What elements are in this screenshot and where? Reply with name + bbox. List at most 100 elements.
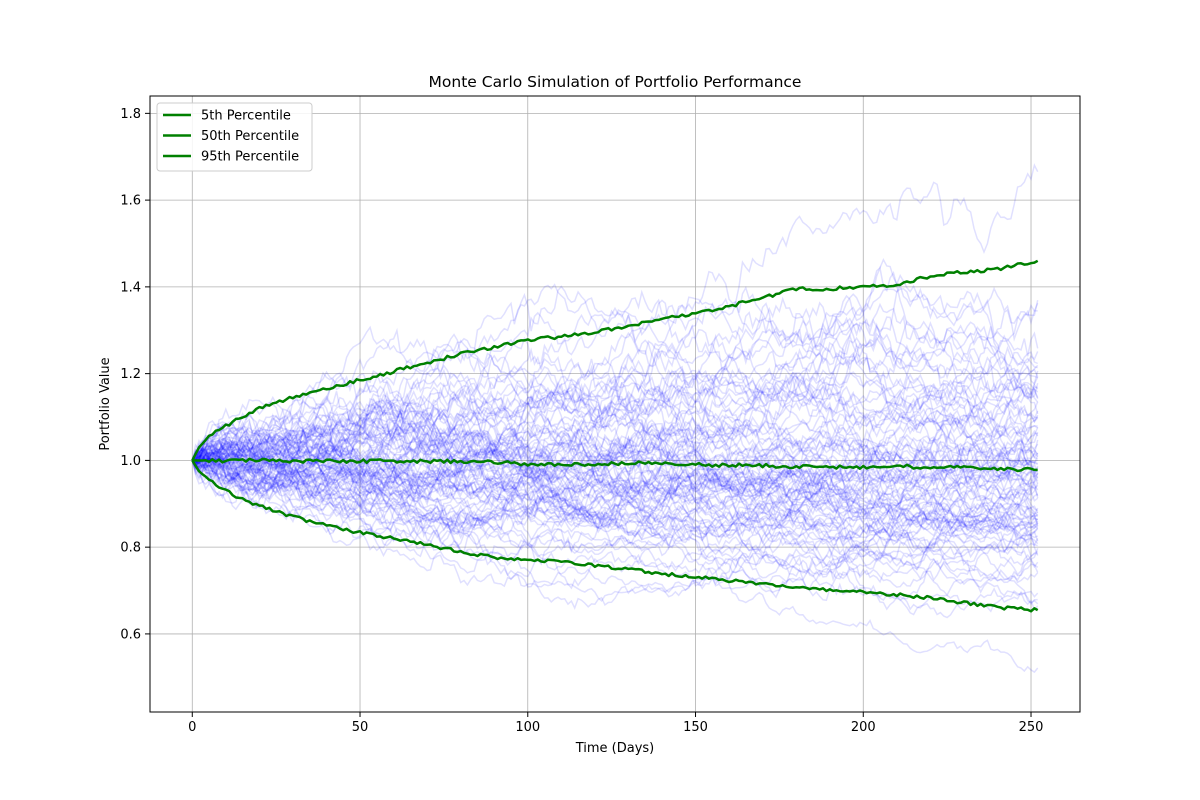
simulation-path	[191, 391, 1039, 486]
legend-box	[156, 102, 313, 172]
y-axis-label: Portfolio Value	[98, 357, 113, 450]
simulation-path	[191, 432, 1038, 532]
x-tick-label: 50	[352, 720, 369, 735]
simulation-path	[191, 373, 1038, 530]
simulation-path	[191, 367, 1039, 505]
simulation-path	[191, 425, 1038, 503]
simulation-path	[191, 448, 1039, 579]
simulation-path	[191, 439, 1039, 529]
simulation-path	[191, 421, 1039, 520]
y-tick-label: 0.8	[120, 541, 141, 556]
x-tick-label: 150	[683, 720, 708, 735]
chart-title: Monte Carlo Simulation of Portfolio Perf…	[429, 73, 802, 91]
simulation-path	[191, 397, 1039, 500]
simulation-path	[191, 436, 1039, 540]
y-tick-label: 1.2	[120, 367, 141, 382]
x-axis-label: Time (Days)	[575, 741, 655, 756]
simulation-path	[191, 438, 1039, 589]
simulation-path	[192, 299, 1039, 481]
ticks: 0 50 100 150 200 250 0.6 0.8 1.0 1.2 1.4 1.6 1.8	[120, 107, 1043, 735]
simulation-path	[191, 460, 1039, 549]
simulation-path	[192, 286, 1039, 463]
simulation-path	[191, 448, 1038, 533]
simulation-path	[192, 394, 1039, 502]
simulation-path	[192, 348, 1039, 545]
simulation-path	[191, 427, 1039, 542]
legend-label: 50th Percentile	[201, 129, 299, 144]
y-tick-label: 1.8	[120, 107, 141, 122]
x-tick-label: 0	[188, 720, 196, 735]
simulation-path	[192, 448, 1039, 546]
simulation-path	[191, 303, 1038, 464]
series-line-50th-percentile	[192, 457, 1038, 473]
simulation-path	[191, 395, 1039, 474]
simulation-path	[191, 448, 1039, 551]
simulation-path	[191, 393, 1039, 536]
simulation-path	[191, 460, 1039, 619]
simulation-path	[192, 438, 1039, 550]
plot-frame	[149, 95, 1081, 713]
simulation-path	[191, 360, 1039, 493]
simulation-path	[191, 458, 1039, 610]
simulation-path	[191, 398, 1038, 521]
x-tick-label: 200	[851, 720, 876, 735]
simulation-path	[191, 373, 1038, 496]
simulation-path	[191, 444, 1039, 574]
simulation-path	[191, 300, 1039, 500]
simulation-path	[191, 418, 1039, 507]
simulation-path	[192, 383, 1039, 533]
simulation-path	[192, 331, 1039, 474]
simulation-path	[191, 415, 1039, 576]
x-tick-label: 100	[515, 720, 540, 735]
simulation-path	[191, 371, 1039, 493]
simulation-path	[191, 409, 1039, 564]
simulation-path	[192, 413, 1039, 552]
simulation-path	[191, 301, 1038, 468]
simulation-path	[191, 438, 1039, 515]
simulation-path	[191, 408, 1039, 512]
simulation-path	[191, 372, 1038, 483]
simulation-path	[191, 425, 1039, 541]
x-tick-label: 250	[1019, 720, 1044, 735]
simulation-path	[192, 163, 1039, 462]
simulation-path	[191, 455, 1038, 563]
simulation-path	[191, 432, 1039, 513]
simulation-path	[191, 283, 1039, 480]
simulation-path	[191, 452, 1038, 579]
simulation-paths	[191, 163, 1039, 674]
simulation-path	[191, 426, 1039, 584]
simulation-path	[191, 455, 1039, 550]
simulation-path	[191, 438, 1038, 562]
legend-label: 5th Percentile	[201, 109, 291, 124]
y-tick-label: 1.0	[120, 454, 141, 469]
simulation-path	[191, 378, 1039, 461]
simulation-path	[191, 387, 1039, 529]
simulation-path	[191, 420, 1039, 515]
simulation-path	[191, 302, 1039, 495]
simulation-path	[191, 336, 1039, 486]
simulation-path	[191, 460, 1039, 674]
simulation-path	[192, 403, 1039, 535]
simulation-path	[191, 330, 1039, 474]
simulation-path	[192, 406, 1039, 520]
simulation-path	[191, 453, 1039, 522]
simulation-path	[191, 400, 1039, 491]
simulation-path	[191, 441, 1039, 535]
simulation-path	[191, 424, 1039, 537]
simulation-path	[191, 417, 1039, 486]
y-tick-label: 0.6	[120, 627, 141, 642]
y-tick-label: 1.4	[120, 280, 141, 295]
simulation-path	[192, 451, 1039, 603]
simulation-path	[191, 432, 1039, 525]
simulation-path	[191, 432, 1039, 504]
series-line-5th-percentile	[191, 459, 1039, 613]
simulation-path	[191, 433, 1039, 597]
simulation-path	[191, 351, 1038, 468]
simulation-path	[192, 327, 1039, 462]
simulation-path	[191, 424, 1039, 526]
simulation-path	[192, 341, 1038, 522]
legend: 5th Percentile 50th Percentile 95th Percen…	[156, 102, 313, 172]
simulation-path	[191, 316, 1039, 499]
simulation-path	[191, 445, 1038, 548]
